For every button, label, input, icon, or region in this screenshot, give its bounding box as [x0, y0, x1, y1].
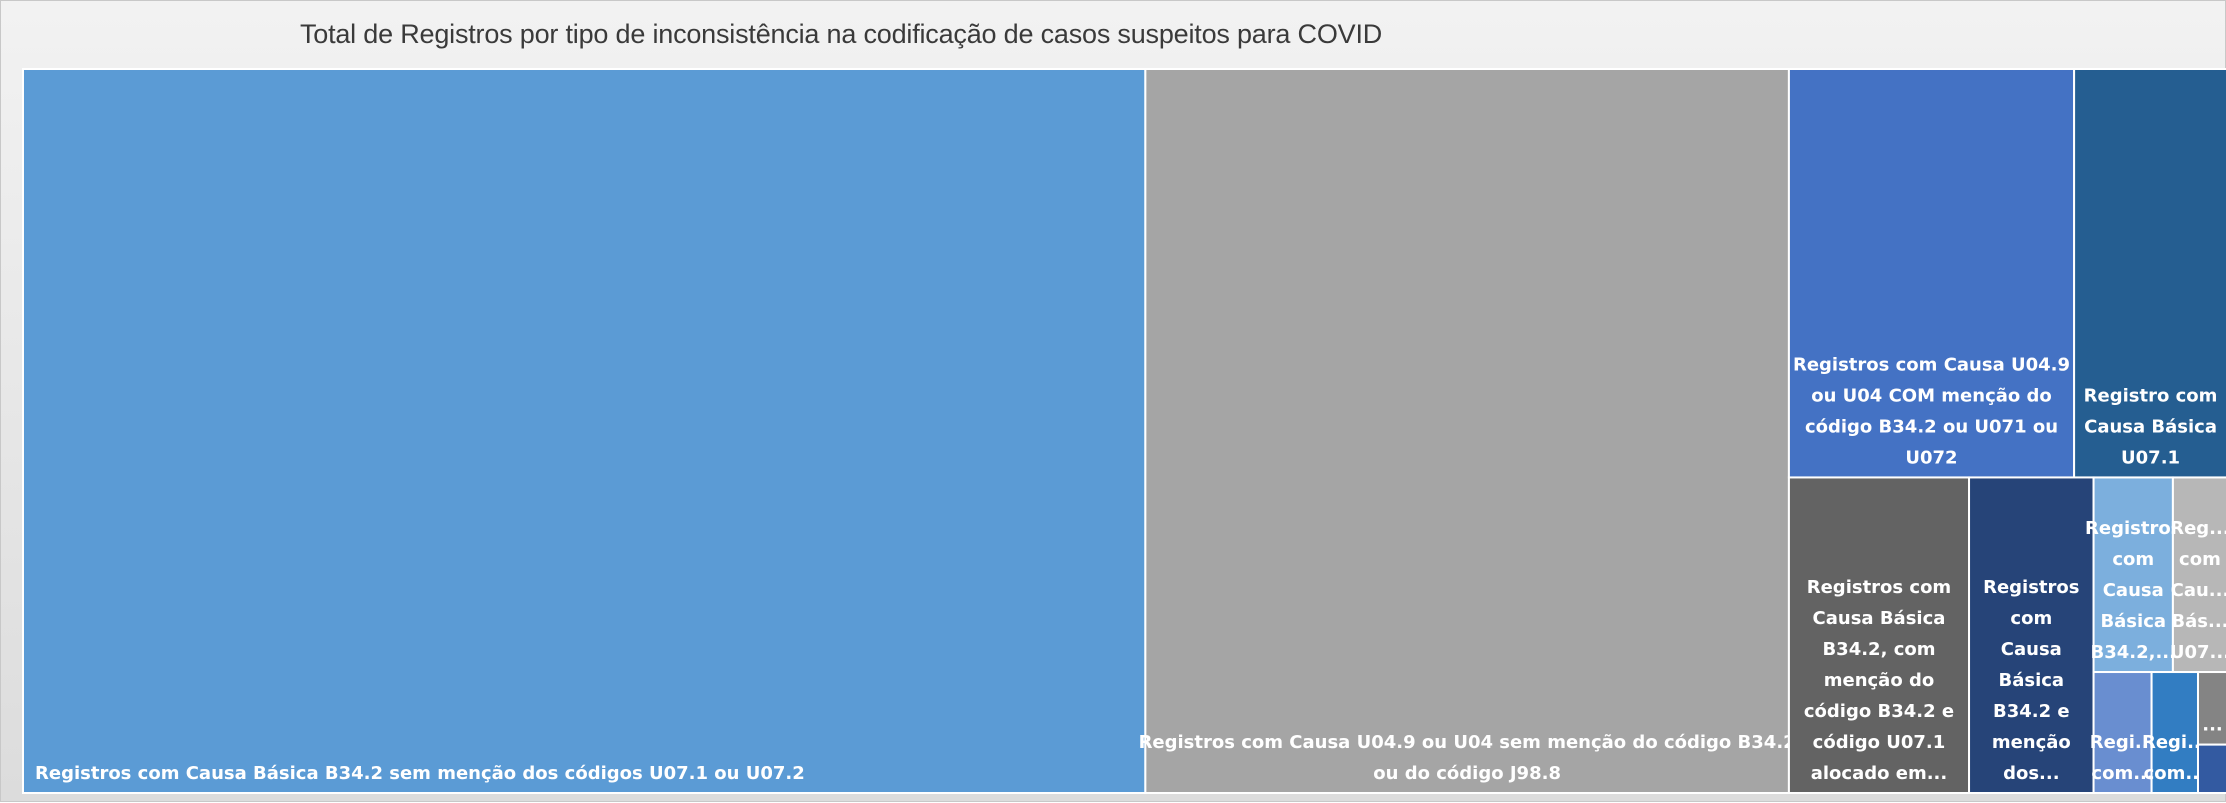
treemap-tile[interactable]: Registros com Causa U04.9 ou U04 sem men…: [1139, 68, 1796, 794]
treemap-label: código B34.2 ou U071 ou: [1805, 416, 2058, 437]
treemap-label: menção do: [1824, 670, 1934, 691]
treemap-label: B34.2, com: [1822, 639, 1935, 660]
treemap-tile[interactable]: Regi... com...: [2142, 671, 2208, 794]
treemap-label: código B34.2 e: [1804, 701, 1954, 722]
treemap-label: Registros: [2085, 518, 2181, 539]
treemap-rect[interactable]: [1144, 68, 1790, 794]
treemap-rect[interactable]: [2196, 743, 2226, 794]
treemap-rect[interactable]: [2092, 671, 2153, 794]
treemap-label: Causa: [2001, 639, 2062, 660]
treemap-label: ...: [2202, 715, 2223, 736]
treemap-label: menção: [1992, 732, 2071, 753]
treemap-label: ou do código J98.8: [1373, 763, 1561, 784]
chart-title: Total de Registros por tipo de inconsist…: [299, 19, 1383, 49]
treemap-tile[interactable]: Registros com Causa Básica B34.2 sem men…: [22, 68, 1147, 794]
treemap-label: Registros: [1983, 577, 2079, 598]
treemap-label: Reg...: [2170, 518, 2226, 539]
treemap-label: com: [2112, 549, 2154, 570]
treemap-label: com: [2010, 608, 2052, 629]
treemap-tile[interactable]: ...: [2196, 671, 2226, 746]
treemap-label: Regi...: [2090, 732, 2156, 753]
treemap-tile[interactable]: Registros com Causa U04.9 ou U04 COM menç…: [1787, 68, 2076, 479]
treemap-label: Cau...: [2171, 580, 2226, 601]
treemap-rect[interactable]: [2171, 476, 2226, 674]
treemap-tile[interactable]: Reg... com Cau... Bás... U07...: [2170, 476, 2226, 674]
treemap-rect[interactable]: [1787, 476, 1971, 794]
treemap-rect[interactable]: [1968, 476, 2095, 794]
treemap-label: B34.2,...: [2090, 642, 2175, 663]
treemap-tile[interactable]: Registros com Causa Básica B34.2 e menção dos.…: [1968, 476, 2095, 794]
treemap-label: Causa Básica: [2084, 416, 2217, 437]
treemap-label: com: [2179, 549, 2221, 570]
treemap-tile[interactable]: Regi... com...: [2090, 671, 2156, 794]
treemap-label: Causa Básica: [1813, 608, 1946, 629]
treemap-label: código U07.1: [1813, 732, 1946, 753]
treemap-label: Regi...: [2142, 732, 2208, 753]
treemap-label: Registros com Causa U04.9 ou U04 sem men…: [1139, 732, 1796, 753]
treemap-label: Básica: [1999, 670, 2065, 691]
treemap-label: Básica: [2100, 611, 2166, 632]
treemap-tile[interactable]: Registros com Causa Básica B34.2, com mençã…: [1787, 476, 1971, 794]
treemap-tile[interactable]: [2196, 743, 2226, 794]
treemap-label: Registros com: [1807, 577, 1951, 598]
treemap-label: Causa: [2103, 580, 2164, 601]
treemap-label: com...: [2144, 763, 2206, 784]
treemap-label: ou U04 COM menção do: [1811, 385, 2052, 406]
treemap-rect[interactable]: [2150, 671, 2199, 794]
treemap-tile[interactable]: Registros com Causa Básica B34.2,...: [2085, 476, 2181, 674]
treemap-rect[interactable]: [2092, 476, 2174, 674]
treemap-rect[interactable]: [1787, 68, 2076, 479]
treemap-label: Registros com Causa Básica B34.2 sem men…: [35, 763, 805, 784]
treemap-label: dos...: [2003, 763, 2059, 784]
treemap-label: Bás...: [2171, 611, 2226, 632]
treemap-tile[interactable]: Registro com Causa Básica U07.1: [2073, 68, 2226, 479]
treemap-label: Registro com: [2084, 385, 2218, 406]
treemap-rect[interactable]: [22, 68, 1147, 794]
treemap-label: alocado em...: [1811, 763, 1948, 784]
treemap-label: B34.2 e: [1993, 701, 2070, 722]
treemap-label: U072: [1905, 447, 1957, 468]
treemap-label: U07.1: [2121, 447, 2180, 468]
treemap-label: Registros com Causa U04.9: [1793, 354, 2070, 375]
treemap-label: U07...: [2170, 642, 2226, 663]
treemap-label: com...: [2091, 763, 2153, 784]
